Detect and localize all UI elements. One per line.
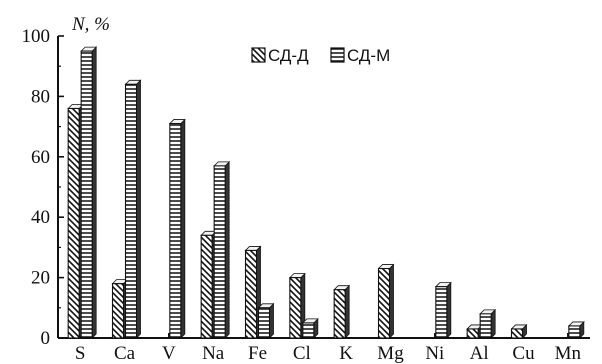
legend-label-sd-d: СД-Д	[268, 46, 309, 65]
x-tick-label: Ca	[114, 343, 136, 364]
bar-front	[124, 83, 138, 339]
x-tick-label: K	[339, 343, 353, 364]
bar-front	[302, 322, 315, 339]
bar-front	[213, 165, 226, 339]
bar-side	[180, 118, 186, 339]
bar-front	[289, 277, 302, 339]
x-tick-label: Mn	[555, 343, 582, 364]
y-axis-title: N, %	[71, 14, 110, 35]
x-tick-labels: S Ca V Na Fe Cl K Mg Ni Al Cu Mn	[75, 343, 582, 364]
bar	[288, 272, 306, 339]
bar-side	[446, 281, 452, 339]
bar-front	[377, 267, 391, 339]
x-tick-label: Fe	[248, 343, 267, 364]
bar	[333, 284, 351, 339]
bar-front	[67, 107, 80, 339]
bar	[377, 263, 395, 339]
bar-front	[244, 249, 258, 339]
bar	[168, 118, 186, 339]
x-tick-label: Cu	[512, 343, 535, 364]
y-tick-label: 60	[31, 147, 50, 168]
bar	[434, 281, 452, 339]
bar-front	[111, 283, 125, 339]
bar-side	[490, 308, 496, 339]
bar-front	[200, 234, 213, 339]
x-tick-label: S	[75, 343, 86, 364]
x-tick-label: Mg	[377, 343, 404, 364]
bar-front	[80, 50, 93, 339]
bars	[67, 46, 585, 339]
y-tick-label: 80	[31, 86, 50, 107]
bar-front	[333, 289, 346, 339]
bar-side	[136, 79, 141, 339]
y-tick-labels: 0 20 40 60 80 100	[22, 26, 51, 349]
bar	[257, 302, 275, 339]
bar-side	[389, 263, 394, 339]
x-tick-label: Al	[470, 343, 489, 364]
legend-swatch-sd-d	[251, 47, 266, 63]
bar-front	[479, 313, 492, 339]
bar	[479, 308, 497, 339]
bar	[301, 317, 319, 339]
x-tick-label: V	[162, 343, 176, 364]
legend: СД-Д СД-М	[251, 46, 390, 65]
x-tick-label: Cl	[293, 343, 311, 364]
bar	[80, 46, 98, 339]
bar-front	[169, 123, 182, 339]
bar	[124, 79, 142, 339]
legend-label-sd-m: СД-М	[347, 46, 390, 65]
x-tick-label: Ni	[425, 343, 444, 364]
bar	[510, 323, 528, 339]
bar	[213, 160, 231, 339]
y-tick-label: 100	[22, 26, 51, 47]
bar-front	[466, 328, 479, 339]
y-tick-label: 40	[31, 207, 50, 228]
bar	[567, 320, 585, 339]
y-tick-label: 0	[41, 328, 51, 349]
x-tick-label: Na	[202, 343, 225, 364]
bar-front	[510, 328, 524, 339]
bar-side	[91, 46, 97, 339]
y-tick-label: 20	[31, 268, 50, 289]
bar-side	[224, 160, 230, 339]
bar-side	[344, 284, 350, 339]
bar-front	[435, 286, 448, 339]
bar-front	[568, 325, 581, 339]
bar-front	[257, 307, 271, 339]
legend-swatch-sd-m	[330, 47, 345, 63]
bar-side	[269, 302, 274, 339]
